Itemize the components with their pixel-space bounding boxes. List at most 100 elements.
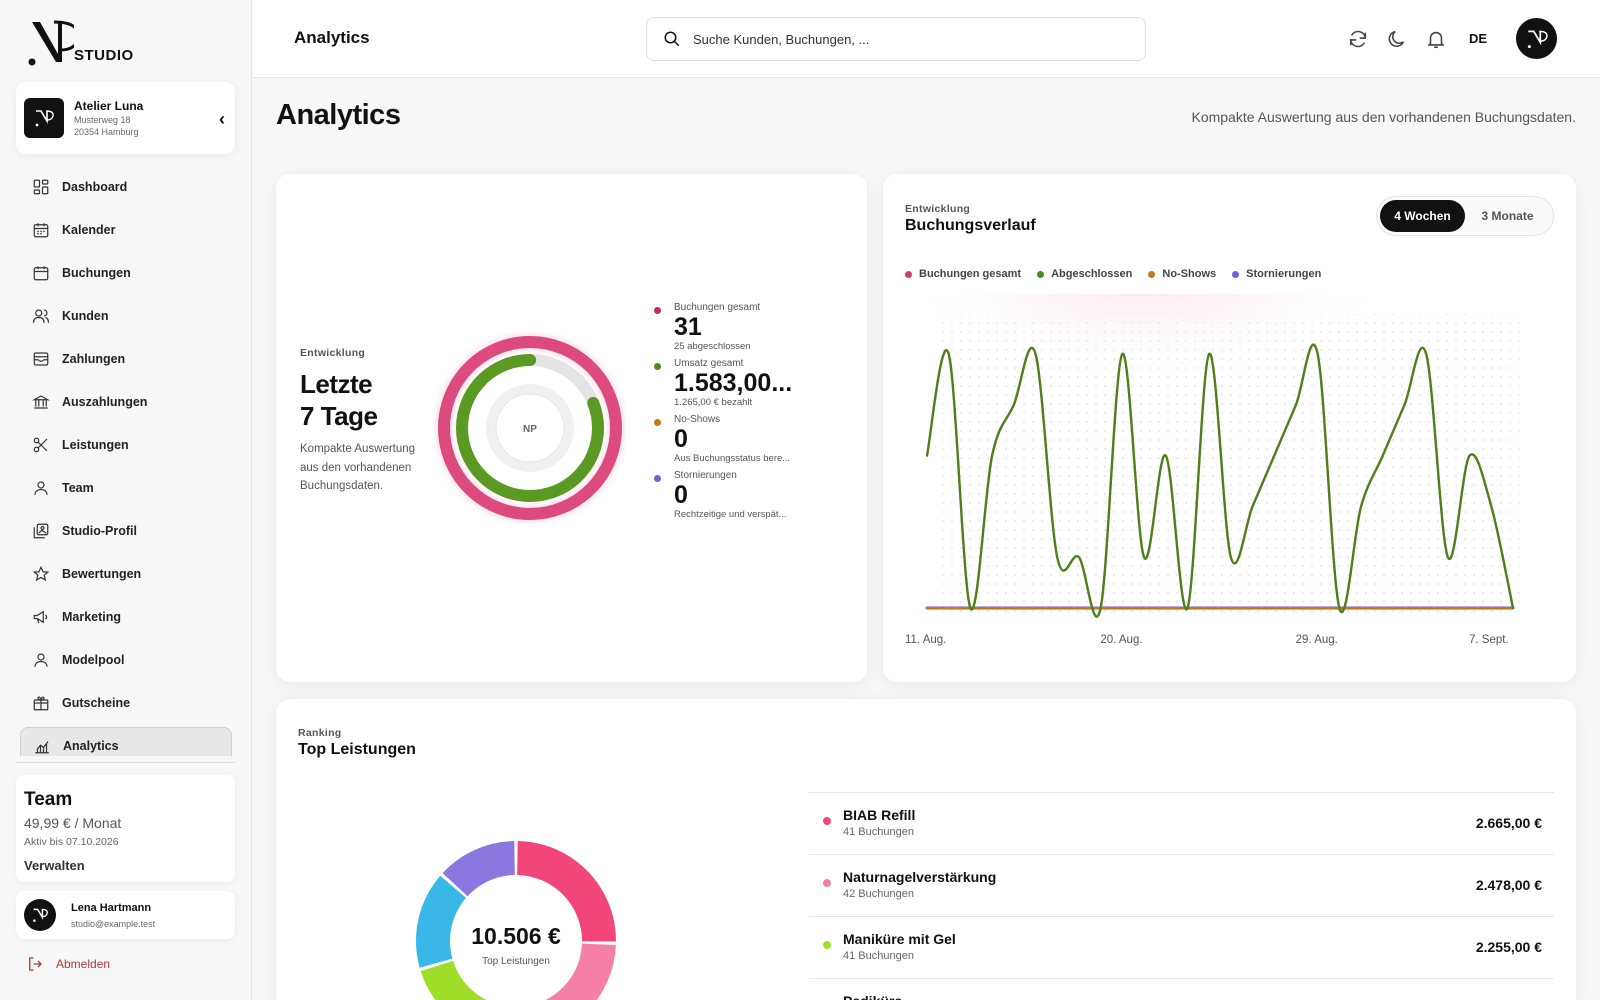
sidebar-item-kunden[interactable]: Kunden [20, 297, 232, 335]
megaphone-icon [33, 610, 48, 624]
sidebar-item-gutscheine[interactable]: Gutscheine [20, 684, 232, 722]
stat-label: Umsatz gesamt [674, 358, 744, 369]
top-services-title: Top Leistungen [298, 741, 416, 758]
studio-switcher[interactable]: Atelier Luna Musterweg 18 20354 Hamburg … [16, 82, 235, 154]
sidebar-item-marketing[interactable]: Marketing [20, 598, 232, 636]
logout-button[interactable]: Abmelden [26, 955, 110, 973]
sidebar-item-zahlungen[interactable]: Zahlungen [20, 340, 232, 378]
booking-trend-chart [905, 294, 1555, 624]
user-email: studio@example.test [71, 919, 156, 929]
sidebar-item-buchungen[interactable]: Buchungen [20, 254, 232, 292]
service-booking-count: 41 Buchungen [843, 950, 914, 962]
donut-slice-manik-re-mit-gel[interactable] [420, 960, 521, 1000]
search-box[interactable] [646, 17, 1146, 61]
search-icon [664, 31, 680, 47]
topbar-title: Analytics [294, 28, 370, 47]
service-color-dot [823, 879, 831, 887]
stat-label: No-Shows [674, 414, 721, 425]
sidebar-item-dashboard[interactable]: Dashboard [20, 168, 232, 206]
sidebar-item-label: Kunden [62, 309, 109, 323]
sidebar-nav: Dashboard Kalender Buchungen Kunden Zahlunge… [20, 168, 232, 756]
gift-icon [33, 696, 49, 711]
notifications-bell-icon[interactable] [1425, 28, 1447, 50]
donut-slice-biab-refill[interactable] [517, 841, 616, 942]
sidebar-item-kalender[interactable]: Kalender [20, 211, 232, 249]
sidebar-item-label: Dashboard [62, 180, 128, 194]
dark-mode-moon-icon[interactable] [1386, 28, 1408, 50]
service-color-dot [823, 817, 831, 825]
search-input[interactable] [693, 31, 1113, 47]
service-row[interactable]: Maniküre mit Gel 41 Buchungen 2.255,00 € [809, 917, 1554, 979]
range-3-months-button[interactable]: 3 Monate [1481, 209, 1534, 223]
sidebar-item-label: Gutscheine [62, 696, 131, 710]
chart-edge-fade [905, 294, 1555, 624]
sidebar-item-leistungen[interactable]: Leistungen [20, 426, 232, 464]
top-services-donut-chart [416, 841, 616, 1000]
sidebar-item-label: Zahlungen [62, 352, 126, 366]
account-avatar[interactable] [1516, 18, 1557, 59]
service-booking-count: 41 Buchungen [843, 826, 914, 838]
stat-label: Stornierungen [674, 470, 737, 481]
sidebar-item-modelpool[interactable]: Modelpool [20, 641, 232, 679]
service-revenue: 2.255,00 € [1475, 939, 1542, 955]
sidebar-item-analytics[interactable]: Analytics [20, 727, 232, 756]
refresh-icon[interactable] [1347, 28, 1369, 50]
legend-dot [1148, 270, 1156, 278]
sidebar-item-bewertungen[interactable]: Bewertungen [20, 555, 232, 593]
series-line-abgeschlossen [925, 343, 1515, 618]
service-row[interactable]: Naturnagelverstärkung 42 Buchungen 2.478,0… [809, 855, 1554, 917]
legend-item-no-shows[interactable]: No-Shows [1148, 268, 1216, 280]
legend-item-abgeschlossen[interactable]: Abgeschlossen [1037, 268, 1132, 280]
user-avatar [24, 899, 56, 931]
stat-subtext: Rechtzeitige und verspät... [674, 509, 787, 520]
dashboard-icon [33, 179, 49, 195]
summary-description: Kompakte Auswertung aus den vorhandenen … [300, 443, 416, 492]
language-switcher[interactable]: DE [1469, 31, 1488, 46]
brand-logo[interactable]: STUDIO [24, 20, 144, 66]
star-icon [32, 565, 50, 582]
trend-title: Buchungsverlauf [905, 217, 1036, 234]
user-card[interactable]: Lena Hartmann studio@example.test [16, 891, 235, 939]
users-icon [32, 309, 50, 323]
service-revenue: 2.665,00 € [1475, 815, 1542, 831]
x-tick-label: 29. Aug. [1295, 634, 1338, 646]
legend-dot [1037, 270, 1045, 278]
brand-logo-text: STUDIO [74, 47, 134, 64]
stat-value: 0 [674, 481, 688, 509]
sidebar-item-label: Team [62, 481, 94, 495]
donut-slice-pedik-re[interactable] [416, 875, 467, 968]
summary-card: Entwicklung Letzte 7 Tage Kompakte Auswe… [276, 174, 867, 682]
service-name: Maniküre mit Gel [843, 931, 956, 947]
calendar-check-icon [33, 266, 49, 281]
user-icon [34, 481, 48, 495]
legend-item-stornierungen[interactable]: Stornierungen [1232, 268, 1321, 280]
scissors-icon [33, 437, 48, 453]
studio-address-city: 20354 Hamburg [74, 127, 139, 137]
sidebar-item-auszahlungen[interactable]: Auszahlungen [20, 383, 232, 421]
bank-icon [32, 395, 50, 409]
donut-slice-other[interactable] [442, 841, 515, 897]
sidebar-item-label: Studio-Profil [62, 524, 137, 538]
stat-dot [654, 307, 661, 314]
service-name: BIAB Refill [843, 807, 916, 823]
service-row[interactable]: BIAB Refill 41 Buchungen 2.665,00 € [809, 793, 1554, 855]
range-4-weeks-button[interactable]: 4 Wochen [1380, 200, 1465, 232]
collapse-sidebar-chevron-left-icon[interactable]: ‹ [219, 109, 225, 129]
legend-item-buchungen-gesamt[interactable]: Buchungen gesamt [905, 268, 1021, 280]
service-booking-count: 42 Buchungen [843, 888, 914, 900]
sidebar-item-label: Modelpool [62, 653, 125, 667]
calendar-icon [33, 223, 49, 238]
stat-subtext: 1.265,00 € bezahlt [674, 397, 753, 408]
plan-price: 49,99 € / Monat [24, 815, 122, 831]
donut-slice-naturnagelverst-rkung[interactable] [521, 943, 616, 1000]
sidebar-item-team[interactable]: Team [20, 469, 232, 507]
service-name: Pediküre [843, 993, 902, 1000]
plan-name: Team [24, 789, 73, 810]
stat-no-shows: No-Shows 0 Aus Buchungsstatus bere... [654, 414, 854, 464]
service-row[interactable]: Pediküre [809, 979, 1554, 1000]
plan-card: Team 49,99 € / Monat Aktiv bis 07.10.202… [16, 775, 235, 882]
sidebar-item-studio-profil[interactable]: Studio-Profil [20, 512, 232, 550]
service-revenue: 2.478,00 € [1475, 877, 1542, 893]
manage-plan-link[interactable]: Verwalten [24, 858, 85, 873]
legend-label: Buchungen gesamt [919, 268, 1022, 280]
